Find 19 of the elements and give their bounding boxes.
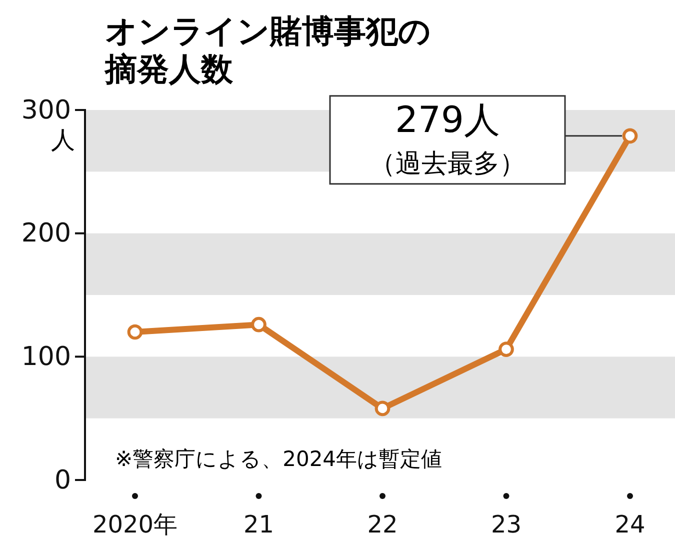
x-tick-label: 2020年 xyxy=(92,510,178,539)
annotation: 279人 xyxy=(395,100,500,141)
y-tick-label: 100 xyxy=(21,342,71,372)
annotation: （過去最多） xyxy=(370,148,526,179)
y-axis-title: 人 xyxy=(51,126,75,154)
y-tick-label: 300 xyxy=(21,95,71,126)
y-tick-label: 200 xyxy=(21,218,71,249)
point xyxy=(498,342,514,357)
point xyxy=(622,128,638,144)
point xyxy=(251,316,266,332)
annotation: ※警察庁による、2024年は暫定値 xyxy=(115,447,442,471)
chart-title: オンライン賭博事犯の摘発人数 xyxy=(104,12,431,88)
y-tick-label: 0 xyxy=(54,465,71,496)
x-tick-label: 21 xyxy=(243,510,274,539)
x-tick-label: 24 xyxy=(614,510,646,539)
point xyxy=(374,400,390,416)
x-tick-label: 22 xyxy=(367,510,398,539)
point xyxy=(127,324,143,340)
x-tick-label: 23 xyxy=(490,510,522,539)
